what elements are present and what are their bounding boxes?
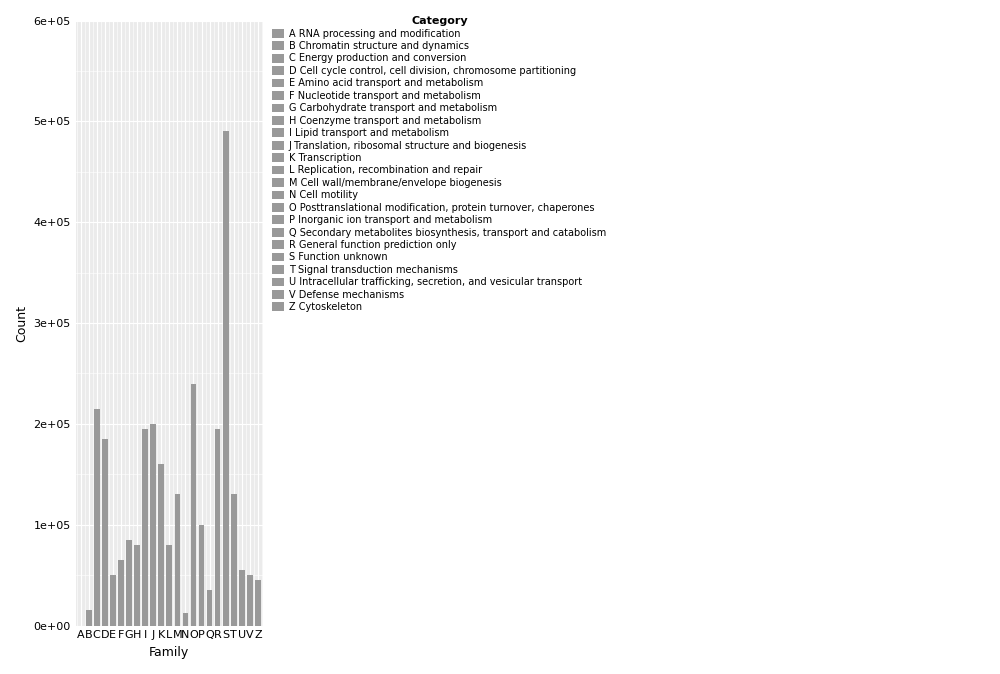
Bar: [102, 439, 108, 625]
Bar: [183, 613, 188, 625]
Bar: [94, 408, 100, 625]
Bar: [118, 560, 124, 625]
Bar: [134, 545, 140, 625]
Bar: [126, 540, 132, 625]
Bar: [110, 575, 116, 625]
Bar: [207, 590, 212, 625]
Bar: [150, 424, 156, 625]
Y-axis label: Count: Count: [15, 305, 28, 342]
Bar: [158, 464, 164, 625]
Bar: [86, 611, 92, 625]
Bar: [142, 429, 148, 625]
Bar: [239, 570, 245, 625]
Legend: A RNA processing and modification, B Chromatin structure and dynamics, C Energy : A RNA processing and modification, B Chr…: [270, 13, 609, 315]
Bar: [166, 545, 172, 625]
Bar: [191, 384, 196, 625]
Bar: [175, 495, 180, 625]
Bar: [199, 525, 204, 625]
X-axis label: Family: Family: [149, 646, 189, 659]
Bar: [247, 575, 253, 625]
Bar: [215, 429, 220, 625]
Bar: [223, 131, 229, 625]
Bar: [231, 495, 237, 625]
Bar: [255, 580, 261, 625]
